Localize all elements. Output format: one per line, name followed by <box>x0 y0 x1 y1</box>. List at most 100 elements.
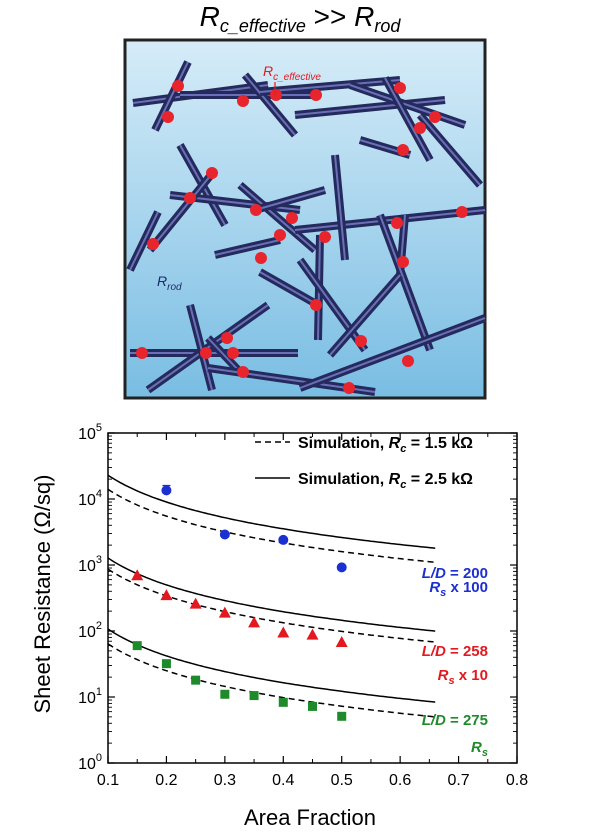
simulation-curve-solid <box>107 628 436 703</box>
nanorod-highlight <box>299 317 486 389</box>
junction-dot <box>286 212 298 224</box>
y-tick-label: 104 <box>78 488 102 509</box>
simulation-curve-dashed <box>107 643 436 718</box>
nanorod-highlight <box>149 169 216 251</box>
x-tick-label: 0.8 <box>506 772 528 789</box>
rod-resistance-label: Rrod <box>157 273 182 293</box>
data-point <box>308 701 317 711</box>
x-tick-label: 0.4 <box>272 772 294 789</box>
legend-entry: Simulation, Rc = 1.5 kΩ <box>298 435 473 455</box>
y-axis-label: Sheet Resistance (Ω/sq) <box>30 475 55 714</box>
junction-dot <box>255 252 267 264</box>
nanorod-highlight <box>259 79 401 93</box>
schematic-title: Rc_effective >> Rrod <box>200 1 402 36</box>
sheet-resistance-chart: 0.1 0.2 0.3 0.4 0.5 0.6 0.7 0.8 100 101 102 103 104 1… <box>30 422 528 830</box>
y-tick-label: 101 <box>78 686 102 707</box>
junction-dot <box>394 82 406 94</box>
series-label-rs: Rs x 10 <box>438 667 488 687</box>
x-tick-label: 0.2 <box>155 772 177 789</box>
data-point <box>277 626 290 638</box>
nanorod-highlight <box>329 274 401 356</box>
data-point <box>335 636 348 648</box>
chart-axes: 0.1 0.2 0.3 0.4 0.5 0.6 0.7 0.8 100 101 102 103 104 1… <box>78 422 528 789</box>
nanorod-highlight <box>259 271 319 306</box>
nanorod-highlight <box>379 214 431 351</box>
junction-dot <box>310 89 322 101</box>
data-point <box>336 562 347 573</box>
series-label-ld: L/D = 258 <box>422 643 488 660</box>
series-label-rs: Rs x 100 <box>429 579 488 599</box>
series-label-rs: Rs <box>471 739 488 759</box>
junction-dot <box>397 144 409 156</box>
data-point <box>219 529 230 540</box>
simulation-curves <box>107 474 436 718</box>
data-point <box>306 628 319 640</box>
data-point <box>160 589 173 601</box>
x-tick-label: 0.7 <box>447 772 469 789</box>
y-tick-label: 105 <box>78 422 102 443</box>
nanorod-highlight <box>129 211 159 271</box>
junction-dot <box>343 382 355 394</box>
data-point <box>218 606 231 618</box>
nanorod-network <box>126 60 487 396</box>
junction-dot <box>221 332 233 344</box>
simulation-curve-dashed <box>107 568 436 643</box>
nanorod-highlight <box>294 209 486 231</box>
data-point <box>132 641 142 651</box>
junction-dot <box>227 347 239 359</box>
data-point <box>248 616 261 628</box>
contact-resistance-label: Rc_effective <box>263 63 321 83</box>
junction-dot <box>172 80 184 92</box>
legend-entry: Simulation, Rc = 2.5 kΩ <box>298 471 473 491</box>
data-point <box>220 689 230 699</box>
y-tick-label: 103 <box>78 554 102 575</box>
junction-dot <box>397 256 409 268</box>
nanorod-highlight <box>349 84 466 126</box>
x-tick-label: 0.3 <box>214 772 236 789</box>
data-point <box>161 659 171 669</box>
junction-dot <box>429 111 441 123</box>
junction-dot <box>456 206 468 218</box>
junction-dot <box>391 217 403 229</box>
simulation-curve-solid <box>107 474 436 549</box>
simulation-curve-solid <box>107 557 436 632</box>
nanorod-highlight <box>239 184 316 251</box>
junction-dot <box>319 231 331 243</box>
junction-dot <box>237 95 249 107</box>
nanorod-highlight <box>189 304 213 391</box>
junction-dot <box>184 192 196 204</box>
y-tick-label: 102 <box>78 620 102 641</box>
nanorod-highlight <box>294 99 446 116</box>
nanorod-highlight <box>384 77 431 161</box>
x-axis-label: Area Fraction <box>244 805 376 830</box>
data-point <box>278 697 288 707</box>
series-label-ld: L/D = 200 <box>422 565 488 582</box>
data-points <box>131 484 348 721</box>
nanorod-highlight <box>154 61 189 131</box>
series-label-ld: L/D = 275 <box>422 712 488 729</box>
junction-dot <box>206 167 218 179</box>
x-tick-label: 0.5 <box>331 772 353 789</box>
nanorod-highlight <box>244 74 296 136</box>
nanorod-highlight <box>299 259 366 351</box>
junction-dot <box>237 366 249 378</box>
junction-dot <box>402 355 414 367</box>
nanorod-highlight <box>207 337 241 373</box>
junction-dot <box>274 229 286 241</box>
data-point <box>189 597 202 609</box>
simulation-curve-dashed <box>107 488 436 564</box>
x-tick-label: 0.1 <box>97 772 119 789</box>
y-tick-label: 100 <box>78 752 102 773</box>
nanorod-highlight <box>419 114 481 186</box>
junction-dot <box>250 204 262 216</box>
contact-junctions <box>136 80 468 394</box>
data-point <box>131 569 144 581</box>
junction-dot <box>310 299 322 311</box>
data-point <box>278 534 289 545</box>
junction-dot <box>136 347 148 359</box>
junction-dot <box>414 122 426 134</box>
nanorod-highlight <box>254 189 326 211</box>
data-point <box>249 691 259 701</box>
